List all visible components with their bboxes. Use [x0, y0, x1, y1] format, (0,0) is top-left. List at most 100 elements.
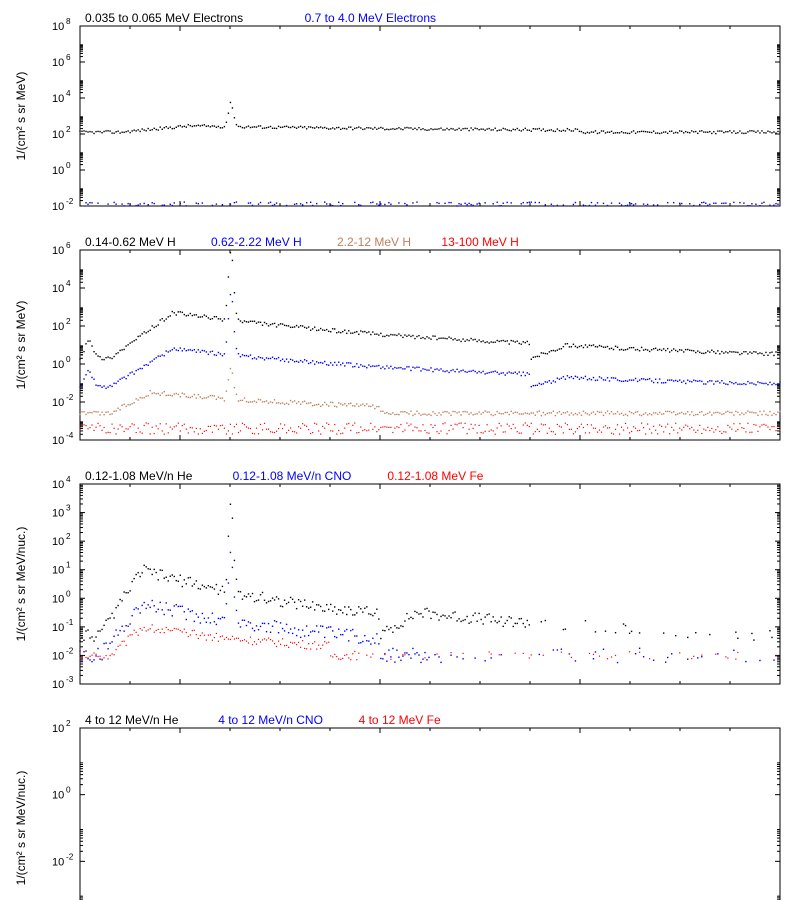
data-point [501, 654, 502, 655]
data-point [412, 367, 413, 368]
data-point [168, 580, 169, 581]
data-point [394, 661, 395, 662]
y-axis-label: 1/(cm² s sr MeV) [14, 72, 28, 161]
data-point [109, 385, 110, 386]
data-point [695, 352, 696, 353]
svg-text:0: 0 [66, 589, 71, 598]
legend-label: 0.7 to 4.0 MeV Electrons [305, 11, 436, 25]
data-point [111, 641, 112, 642]
data-point [234, 292, 235, 293]
data-point [551, 383, 552, 384]
data-point [314, 609, 315, 610]
data-point [488, 372, 489, 373]
data-point [202, 613, 203, 614]
data-point [89, 427, 90, 428]
data-point [667, 133, 668, 134]
data-point [527, 620, 528, 621]
data-point [505, 412, 506, 413]
data-point [727, 658, 728, 659]
data-point [631, 380, 632, 381]
data-point [330, 204, 331, 205]
data-point [671, 412, 672, 413]
data-point [430, 339, 431, 340]
data-point [196, 580, 197, 581]
data-point [170, 427, 171, 428]
data-point [188, 636, 189, 637]
data-point [404, 334, 405, 335]
data-point [272, 205, 273, 206]
data-point [404, 127, 405, 128]
data-point [491, 653, 492, 654]
data-point [312, 601, 313, 602]
data-point [296, 361, 297, 362]
data-point [174, 347, 175, 348]
data-point [324, 610, 325, 611]
data-point [603, 203, 604, 204]
svg-text:-3: -3 [66, 675, 74, 684]
data-point [553, 350, 554, 351]
data-point [711, 133, 712, 134]
data-point [272, 626, 273, 627]
data-point [691, 130, 692, 131]
data-point [125, 378, 126, 379]
data-point [120, 645, 121, 646]
data-point [653, 130, 654, 131]
data-point [464, 341, 465, 342]
data-point [382, 426, 383, 427]
data-point [174, 312, 175, 313]
data-point [256, 126, 257, 127]
data-point [685, 424, 686, 425]
data-point [496, 202, 497, 203]
data-point [306, 128, 307, 129]
data-point [312, 205, 313, 206]
data-point [400, 424, 401, 425]
data-point [727, 131, 728, 132]
data-point [318, 430, 319, 431]
data-point [248, 593, 249, 594]
data-point [170, 126, 171, 127]
data-point [119, 132, 120, 133]
data-point [330, 402, 331, 403]
data-point [360, 608, 361, 609]
data-point [701, 411, 702, 412]
data-point [438, 619, 439, 620]
data-point [683, 351, 684, 352]
data-point [103, 131, 104, 132]
data-point [605, 379, 606, 380]
data-point [775, 132, 776, 133]
data-point [242, 127, 243, 128]
data-point [131, 130, 132, 131]
data-point [725, 431, 726, 432]
data-point [340, 129, 341, 130]
data-point [174, 128, 175, 129]
data-point [685, 383, 686, 384]
data-point [747, 131, 748, 132]
data-point [292, 327, 293, 328]
data-point [133, 578, 134, 579]
data-point [444, 615, 445, 616]
data-point [234, 117, 235, 118]
data-point [350, 659, 351, 660]
data-point [304, 126, 305, 127]
data-point [601, 411, 602, 412]
data-point [581, 131, 582, 132]
data-point [484, 616, 485, 617]
data-point [426, 432, 427, 433]
data-point [529, 202, 530, 203]
data-point [761, 424, 762, 425]
data-point [180, 630, 181, 631]
data-point [93, 652, 94, 653]
data-point [107, 432, 108, 433]
data-point [250, 637, 251, 638]
data-point [747, 381, 748, 382]
data-point [647, 423, 648, 424]
data-point [767, 355, 768, 356]
data-point [127, 130, 128, 131]
data-point [537, 356, 538, 357]
data-point [109, 432, 110, 433]
data-point [103, 359, 104, 360]
data-point [637, 131, 638, 132]
series-group [79, 252, 780, 435]
data-point [210, 395, 211, 396]
data-point [87, 340, 88, 341]
